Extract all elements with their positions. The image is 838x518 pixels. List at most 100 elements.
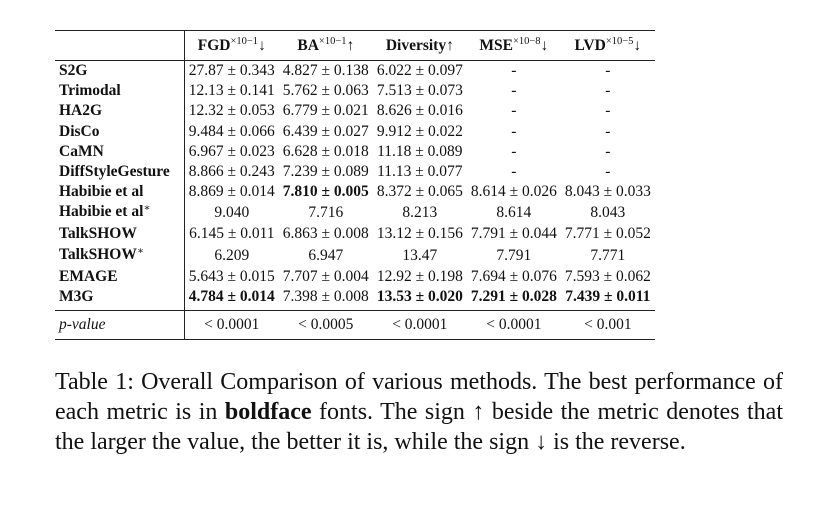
column-scale: ×10−5 [605,36,634,47]
table-row: Habibie et al 8.869 ± 0.014 7.810 ± 0.005 8… [55,182,655,203]
column-name: FGD [197,37,231,54]
column-name: BA [297,37,319,54]
column-scale: ×10−8 [512,36,541,47]
metric-value-cell: 5.643 ± 0.015 [183,266,279,287]
metric-value-cell: - [511,62,517,80]
metric-value-cell: 8.043 ± 0.033 [564,183,651,201]
table-row: DiffStyleGesture 8.866 ± 0.243 7.239 ± 0.0… [55,161,655,183]
direction-arrow-icon: ↑ [446,37,454,54]
method-name-cell: Trimodal [55,81,184,101]
metric-value-cell: 13.53 ± 0.020 [376,287,463,305]
table-row: CaMN 6.967 ± 0.023 6.628 ± 0.018 11.18 ± 0.… [55,141,655,162]
metric-value-cell: 7.791 [496,246,532,264]
metric-value-cell: - [605,142,611,160]
metric-value-cell: 4.784 ± 0.014 [183,286,279,311]
method-name-cell: TalkSHOW∗ [55,245,184,267]
metric-value-cell: - [605,102,611,120]
metric-value-cell: - [511,142,517,160]
metric-value-cell: 6.967 ± 0.023 [183,141,279,162]
method-name-cell: EMAGE [55,267,184,287]
table-row: DisCo 9.484 ± 0.066 6.439 ± 0.027 9.912 ± 0… [55,121,655,142]
metric-value-cell: 7.439 ± 0.011 [565,287,651,305]
table-caption: Table 1: Overall Comparison of various m… [55,367,783,457]
metric-value-cell: 9.912 ± 0.022 [376,122,463,140]
method-name: DisCo [59,122,100,140]
metric-value-cell: 8.372 ± 0.065 [376,183,463,201]
method-name-cell: Habibie et al∗ [55,202,184,224]
pvalue-cell: < 0.0005 [298,315,354,333]
column-header-lvd: LVD×10−5↓ [561,31,655,61]
metric-value-cell: 11.18 ± 0.089 [377,142,463,160]
direction-arrow-icon: ↓ [258,37,266,54]
method-name: M3G [59,287,94,305]
method-name-cell: CaMN [55,142,184,162]
method-name-cell: DisCo [55,122,184,142]
table-row: Habibie et al∗ 9.040 7.716 8.213 8.614 8.043 [55,202,655,225]
method-name: Trimodal [59,82,121,100]
metric-value-cell: 7.791 ± 0.044 [470,225,557,243]
metric-value-cell: 6.779 ± 0.021 [282,102,369,120]
method-name: DiffStyleGesture [59,163,170,181]
column-header-mse: MSE×10−8↓ [467,31,561,61]
pvalue-cell: < 0.0001 [392,315,448,333]
direction-arrow-icon: ↓ [540,37,549,54]
pvalue-section: p-value < 0.0001 < 0.0005 < 0.0001 < 0.0001… [55,310,655,340]
method-name: Habibie et al [59,203,144,221]
metric-value-cell: 12.92 ± 0.198 [376,267,463,285]
method-name: CaMN [59,142,104,160]
metric-value-cell: - [511,122,517,140]
column-scale: ×10−1 [230,36,259,47]
metric-value-cell: 6.209 [183,244,279,267]
method-name: S2G [59,62,88,80]
column-name: LVD [574,37,606,54]
metric-value-cell: 6.947 [308,246,344,264]
direction-arrow-icon: ↑ [346,37,355,54]
metric-value-cell: 12.32 ± 0.053 [183,101,279,122]
metric-value-cell: - [511,102,517,120]
pvalue-row: p-value < 0.0001 < 0.0005 < 0.0001 < 0.0001… [55,310,655,340]
metric-value-cell: 6.439 ± 0.027 [282,122,369,140]
metric-value-cell: 7.239 ± 0.089 [282,163,369,181]
metric-value-cell: 8.869 ± 0.014 [183,182,279,203]
method-header-cell [55,31,184,61]
metric-value-cell: 7.771 ± 0.052 [564,225,651,243]
method-name-cell: DiffStyleGesture [55,162,184,182]
table-row: TalkSHOW∗ 6.209 6.947 13.47 7.791 7.771 [55,244,655,267]
table-header-row: FGD×10−1↓ BA×10−1↑ Diversity↑ MSE×10−8↓ LVD×… [55,30,655,61]
metric-value-cell: 7.291 ± 0.028 [470,287,557,305]
metric-value-cell: 12.13 ± 0.141 [183,81,279,102]
method-name: Habibie et al [59,183,144,201]
metric-value-cell: 7.513 ± 0.073 [376,82,463,100]
metric-value-cell: 8.866 ± 0.243 [183,161,279,183]
method-name: EMAGE [59,267,118,285]
metric-value-cell: 7.716 [308,204,344,222]
column-header-diversity: Diversity↑ [373,31,467,61]
method-name: TalkSHOW [59,245,137,263]
table-row: TalkSHOW 6.145 ± 0.011 6.863 ± 0.008 13.12 … [55,224,655,245]
metric-value-cell: 6.022 ± 0.097 [376,62,463,80]
method-name-cell: Habibie et al [55,182,184,202]
asterisk-mark: ∗ [143,203,151,215]
method-name-cell: S2G [55,61,184,82]
metric-value-cell: - [605,82,611,100]
metric-value-cell: 8.626 ± 0.016 [376,102,463,120]
results-table: FGD×10−1↓ BA×10−1↑ Diversity↑ MSE×10−8↓ LVD×… [55,30,655,340]
pvalue-cell: < 0.0001 [486,315,542,333]
metric-value-cell: 8.043 [590,204,626,222]
metric-value-cell: 13.47 [402,246,438,264]
metric-value-cell: 5.762 ± 0.063 [282,82,369,100]
method-name: HA2G [59,102,103,120]
table-row: M3G 4.784 ± 0.014 7.398 ± 0.008 13.53 ± 0.0… [55,286,655,311]
table-row: S2G 27.87 ± 0.343 4.827 ± 0.138 6.022 ± 0.0… [55,60,655,82]
pvalue-cell: < 0.001 [584,315,632,333]
metric-value-cell: 13.12 ± 0.156 [376,225,463,243]
metric-value-cell: 7.810 ± 0.005 [282,183,369,201]
method-name-cell: HA2G [55,101,184,121]
method-name-cell: TalkSHOW [55,224,184,244]
asterisk-mark: ∗ [136,245,144,257]
metric-value-cell: 27.87 ± 0.343 [183,60,279,82]
caption-text-end: fonts. The sign ↑ beside the metric deno… [55,399,784,455]
metric-value-cell: 6.863 ± 0.008 [282,225,369,243]
metric-value-cell: 9.484 ± 0.066 [183,121,279,142]
column-header-fgd: FGD×10−1↓ [183,30,279,61]
